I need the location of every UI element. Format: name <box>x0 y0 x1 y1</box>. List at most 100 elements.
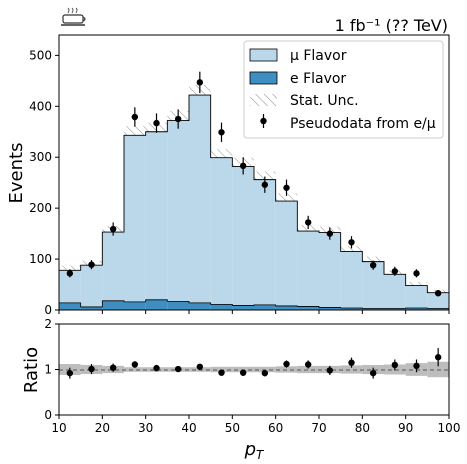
ratio-y-tick-label: 0 <box>44 408 52 422</box>
legend-label-stat-unc: Stat. Unc. <box>290 93 359 109</box>
stack-outline-e-flavor <box>58 299 450 310</box>
ratio-band-bin <box>340 365 363 374</box>
ratio-points <box>66 348 442 379</box>
ratio-y-axis-title: Ratio <box>21 347 42 393</box>
legend-swatch-mu-flavor <box>249 48 278 62</box>
ratio-band-bin <box>297 365 319 374</box>
ratio-point <box>153 364 160 372</box>
bar-e-flavor <box>232 305 254 310</box>
stack-outline-total <box>58 94 450 310</box>
bar-e-flavor <box>340 307 363 310</box>
main-plot-frame <box>58 34 450 311</box>
bar-mu-flavor <box>124 135 146 302</box>
bar-mu-flavor <box>340 251 363 308</box>
bar-mu-flavor <box>319 232 341 308</box>
pseudodata-point <box>131 113 139 121</box>
main-y-tick-label: 300 <box>29 150 52 164</box>
ratio-point <box>283 360 290 368</box>
x-tick-label: 70 <box>311 421 326 435</box>
ratio-point <box>88 365 95 373</box>
bar-e-flavor <box>80 306 103 310</box>
ratio-point <box>196 363 204 370</box>
bar-mu-flavor <box>275 201 298 306</box>
pseudodata-point <box>109 225 117 233</box>
pseudodata-point <box>88 261 95 268</box>
ratio-y-axis: 0 1 2 <box>44 317 59 422</box>
pseudodata-point <box>326 230 334 237</box>
ratio-point <box>391 361 399 369</box>
ratio-point <box>239 369 247 376</box>
legend-label-pseudodata: Pseudodata from e/μ <box>290 116 436 132</box>
bar-e-flavor <box>145 299 168 310</box>
x-tick-label: 10 <box>51 421 66 435</box>
bar-mu-flavor <box>145 131 168 300</box>
bar-e-flavor <box>59 302 81 310</box>
ratio-point <box>413 362 420 370</box>
x-tick-label: 90 <box>398 421 413 435</box>
main-y-tick-label: 100 <box>29 252 52 266</box>
bar-e-flavor <box>384 308 406 310</box>
legend: μ Flavor e Flavor Stat. Unc. Pseudodata … <box>243 40 444 139</box>
bar-e-flavor <box>427 308 449 310</box>
bar-e-flavor <box>319 307 341 310</box>
bar-mu-flavor <box>80 265 103 307</box>
ratio-point <box>109 364 117 371</box>
bar-mu-flavor <box>210 157 233 305</box>
pseudodata-point <box>66 270 74 277</box>
ratio-y-tick-label: 1 <box>44 363 52 377</box>
pseudodata-point <box>239 162 247 170</box>
pseudodata-point <box>153 119 160 127</box>
bar-e-flavor <box>275 305 298 310</box>
x-tick-label: 60 <box>268 421 283 435</box>
bar-mu-flavor <box>362 261 384 309</box>
bar-mu-flavor <box>405 285 428 308</box>
x-axis: 10 20 30 40 50 60 70 80 90 100 <box>51 415 460 435</box>
ratio-band-bin <box>124 367 146 372</box>
main-y-tick-label: 0 <box>44 303 52 317</box>
pseudodata-point <box>304 219 312 226</box>
bar-e-flavor <box>102 300 124 310</box>
legend-box <box>243 40 444 139</box>
ratio-point <box>174 365 182 373</box>
bar-mu-flavor <box>384 274 406 309</box>
ratio-point <box>326 367 334 374</box>
bar-e-flavor <box>124 301 146 310</box>
ratio-point <box>348 359 355 366</box>
ratio-y-tick-label: 2 <box>44 317 52 331</box>
x-tick-label: 40 <box>181 421 196 435</box>
teacup-logo-icon <box>61 7 86 26</box>
x-tick-label: 80 <box>355 421 370 435</box>
main-y-tick-label: 500 <box>29 48 52 62</box>
pseudodata-point <box>261 181 269 188</box>
ratio-point <box>131 361 139 368</box>
x-axis-title: pT <box>244 439 265 462</box>
bar-mu-flavor <box>189 95 211 303</box>
x-tick-label: 100 <box>438 421 461 435</box>
pseudodata-point <box>369 261 377 269</box>
legend-marker-pseudodata <box>260 114 267 128</box>
stacked-histogram <box>58 94 450 310</box>
bar-e-flavor <box>210 304 233 310</box>
main-y-axis: 0 100 200 300 400 500 <box>29 48 450 317</box>
ratio-point <box>434 354 442 361</box>
pseudodata-point <box>348 239 355 246</box>
ratio-point <box>218 369 225 376</box>
main-y-tick-label: 400 <box>29 99 52 113</box>
legend-swatch-stat-unc <box>250 94 277 106</box>
bar-e-flavor <box>297 306 319 310</box>
ratio-point <box>66 369 74 377</box>
main-y-tick-label: 200 <box>29 201 52 215</box>
x-tick-label: 50 <box>225 421 240 435</box>
bar-mu-flavor <box>167 120 189 302</box>
pseudodata-point <box>196 79 204 86</box>
pseudodata-point <box>283 184 290 191</box>
bar-mu-flavor <box>427 292 449 309</box>
legend-label-mu-flavor: μ Flavor <box>290 48 347 64</box>
bar-e-flavor <box>362 308 384 310</box>
legend-label-e-flavor: e Flavor <box>290 71 346 87</box>
lumi-label: 1 fb⁻¹ (?? TeV) <box>335 16 448 35</box>
bar-e-flavor <box>167 301 189 310</box>
pseudodata-points <box>66 71 442 297</box>
ratio-point <box>369 369 377 377</box>
bar-mu-flavor <box>254 179 276 305</box>
